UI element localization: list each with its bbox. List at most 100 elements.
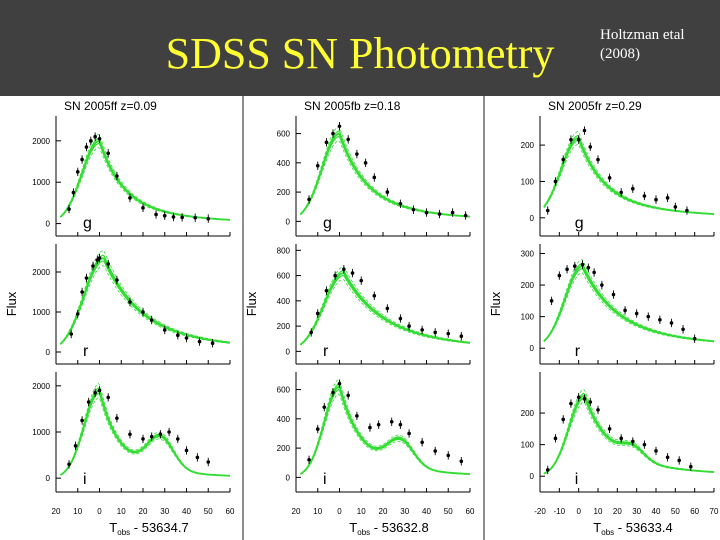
model-band-lower	[299, 135, 471, 218]
data-point	[307, 197, 311, 202]
data-point	[350, 271, 355, 275]
citation-authors: Holtzman etal	[600, 27, 685, 43]
data-point	[80, 157, 84, 162]
x-tick-label: 20	[139, 507, 148, 516]
y-tick-label: 400	[277, 415, 291, 424]
y-tick-label: 0	[530, 214, 535, 223]
data-point	[141, 310, 145, 314]
data-point	[561, 417, 565, 422]
data-point	[433, 330, 438, 335]
data-point	[596, 408, 600, 412]
data-point	[573, 264, 577, 268]
data-point	[646, 314, 651, 319]
data-point	[654, 197, 658, 202]
model-lower-bound	[60, 265, 231, 345]
data-point	[342, 267, 346, 272]
band-label: r	[323, 343, 329, 360]
citation-year: (2008)	[600, 46, 640, 62]
data-point	[97, 388, 102, 393]
slide-header: SDSS SN Photometry Holtzman etal (2008)	[0, 0, 720, 96]
panel-r-band: 0 100 200 300 r	[521, 244, 715, 365]
data-point	[553, 179, 558, 184]
y-axis-label: Flux	[488, 291, 503, 316]
data-point	[193, 215, 197, 220]
panel-g-band: 0 200 400 600 g	[277, 116, 471, 237]
data-point	[89, 139, 93, 143]
x-tick-label: 60	[690, 507, 699, 516]
data-point	[446, 331, 451, 336]
data-point	[346, 393, 351, 398]
model-upper-bound	[60, 383, 231, 476]
data-point	[363, 161, 368, 165]
chart-column-3: SN 2005fr z=0.29Flux0100200g0100200300r0…	[488, 99, 719, 537]
band-label: r	[575, 343, 581, 360]
chart-title: SN 2005fb z=0.18	[304, 99, 401, 113]
model-lower-bound	[60, 147, 231, 221]
data-point	[446, 453, 451, 458]
data-point	[180, 215, 184, 220]
x-axis-label-subscript: obs	[601, 528, 614, 537]
x-tick-label: 20	[292, 507, 301, 516]
data-point	[184, 336, 189, 340]
y-tick-label: 200	[277, 444, 291, 453]
data-point	[411, 207, 416, 212]
data-point	[459, 334, 464, 339]
data-point	[359, 278, 364, 283]
y-axis-label: Flux	[4, 291, 19, 316]
data-point	[565, 267, 569, 272]
data-point	[355, 152, 359, 156]
x-tick-label: -10	[554, 507, 566, 516]
x-tick-label: 0	[576, 507, 581, 516]
data-point	[128, 432, 132, 437]
model-upper-bound	[300, 266, 471, 345]
data-point	[93, 134, 97, 139]
data-point	[685, 208, 689, 213]
model-band-upper	[60, 387, 231, 477]
x-tick-label: 10	[313, 507, 322, 516]
data-point	[677, 458, 681, 463]
data-point	[84, 276, 89, 280]
data-point	[176, 437, 180, 441]
page-title: SDSS SN Photometry	[165, 29, 555, 78]
data-point	[398, 316, 403, 321]
data-point	[80, 290, 84, 294]
model-curve	[299, 272, 471, 346]
y-tick-label: 200	[277, 188, 291, 197]
x-tick-label: 50	[444, 507, 453, 516]
model-band-lower	[543, 267, 715, 343]
data-point	[141, 437, 145, 441]
data-point	[106, 151, 110, 156]
data-point	[582, 128, 587, 133]
data-point	[576, 395, 581, 400]
data-point	[372, 293, 377, 298]
data-point	[673, 205, 678, 209]
model-band-lower	[300, 274, 471, 346]
data-point	[355, 414, 359, 418]
data-point	[75, 312, 80, 316]
data-point	[324, 288, 329, 293]
data-point	[162, 328, 167, 332]
x-axis-label: Tobs - 53634.7	[109, 520, 188, 537]
x-tick-label: 40	[182, 507, 191, 516]
panel-i-band: 0 100 200 i	[521, 372, 715, 493]
x-axis-label-symbol: T	[109, 520, 117, 535]
data-point	[398, 202, 403, 206]
data-point	[97, 136, 102, 141]
model-curve	[299, 132, 471, 218]
data-point	[600, 283, 604, 287]
data-point	[463, 213, 468, 218]
y-tick-label: 0	[286, 347, 291, 356]
x-tick-label: 30	[632, 507, 641, 516]
band-label: i	[83, 471, 87, 488]
y-tick-label: 800	[277, 246, 291, 255]
y-tick-label: 100	[521, 441, 535, 450]
band-label: g	[83, 215, 92, 232]
model-band-upper	[59, 137, 231, 221]
data-point	[128, 196, 132, 200]
y-tick-label: 2000	[32, 268, 50, 277]
x-axis-label-symbol: T	[593, 520, 601, 535]
model-band-lower	[543, 397, 715, 475]
model-lower-bound	[300, 393, 471, 475]
data-point	[588, 145, 593, 149]
chart-column-2: SN 2005fb z=0.18Flux0200400600g020040060…	[244, 99, 475, 537]
